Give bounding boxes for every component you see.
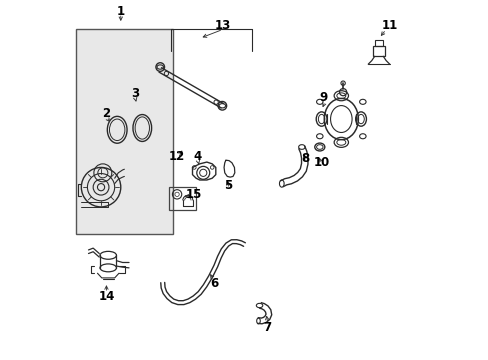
Text: 4: 4	[193, 150, 202, 163]
Text: 2: 2	[102, 107, 110, 120]
Text: 7: 7	[263, 320, 271, 333]
Bar	[375, 40, 382, 46]
Bar	[372, 46, 385, 56]
Bar	[169, 187, 196, 211]
Text: 1: 1	[117, 5, 124, 18]
Text: 5: 5	[224, 179, 232, 192]
Text: 9: 9	[319, 91, 327, 104]
Text: 13: 13	[214, 19, 231, 32]
Text: 6: 6	[209, 278, 218, 291]
Text: 12: 12	[168, 150, 184, 163]
Text: 14: 14	[98, 290, 114, 303]
Text: 11: 11	[381, 19, 397, 32]
Text: 15: 15	[186, 188, 202, 201]
Text: 3: 3	[131, 87, 139, 100]
Bar	[76, 30, 172, 234]
Text: 8: 8	[301, 152, 309, 165]
Text: 10: 10	[313, 156, 329, 168]
